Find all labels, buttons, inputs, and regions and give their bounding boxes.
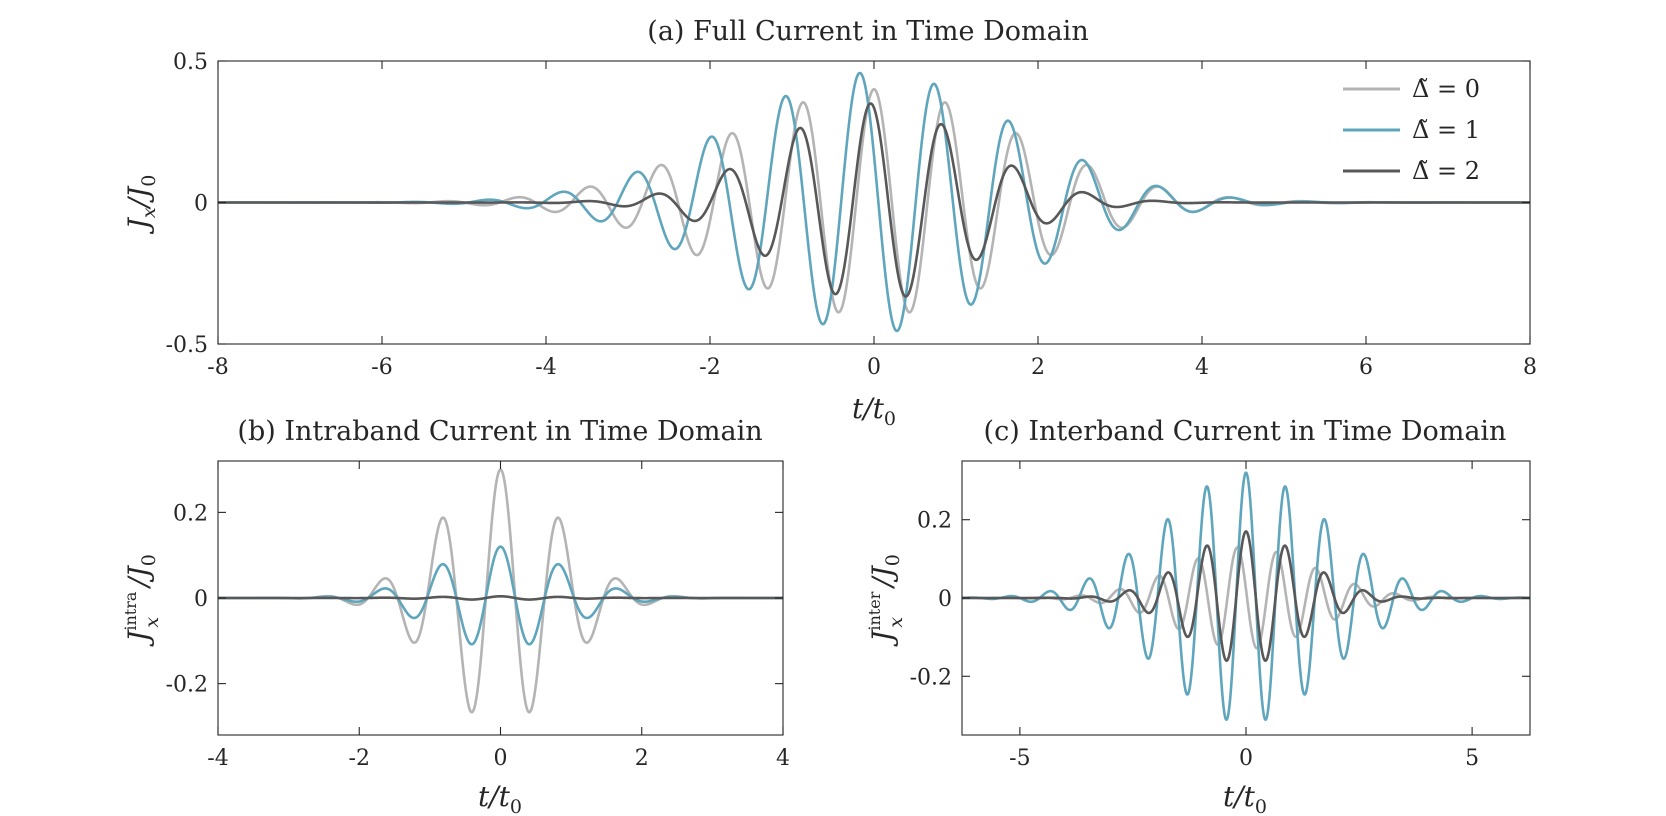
panel-a-full-current: (a) Full Current in Time Domain -8 -6 -4 -2… bbox=[122, 16, 1537, 430]
panel-c-x-tick-label: 5 bbox=[1465, 746, 1479, 771]
panel-b-x-tick-label: -2 bbox=[349, 746, 370, 771]
panel-c-x-ticks: -5 0 5 bbox=[1009, 461, 1479, 771]
panel-a-x-tick-label: 0 bbox=[867, 355, 881, 380]
panel-c-y-label: Jinterx/J0 bbox=[865, 554, 907, 647]
panel-a-y-tick-label: 0 bbox=[194, 192, 208, 217]
panel-a-x-tick-label: 8 bbox=[1523, 355, 1537, 380]
panel-b-series-delta-0 bbox=[216, 468, 785, 714]
legend-label-delta-1: Δ̃ = 1 bbox=[1412, 116, 1480, 144]
panel-a-y-label: Jx/J0 bbox=[122, 175, 160, 235]
panel-c-title: (c) Interband Current in Time Domain bbox=[984, 416, 1507, 447]
panel-b-x-tick-label: -4 bbox=[207, 746, 228, 771]
panel-a-series-delta-2 bbox=[217, 102, 1531, 298]
panel-b-y-label: Jintrax/J0 bbox=[121, 554, 163, 647]
panel-b-intraband-current: (b) Intraband Current in Time Domain -4-… bbox=[121, 416, 790, 816]
legend-label-delta-2: Δ̃ = 2 bbox=[1412, 157, 1480, 185]
panel-c-x-tick-label: 0 bbox=[1239, 746, 1253, 771]
panel-b-series-delta-2 bbox=[216, 594, 785, 601]
panel-a-x-tick-label: -2 bbox=[699, 355, 720, 380]
panel-b-title: (b) Intraband Current in Time Domain bbox=[237, 416, 762, 447]
panel-b-x-label: t/t0 bbox=[478, 780, 522, 816]
panel-a-curves bbox=[217, 71, 1531, 333]
panel-b-y-ticks: -0.2 0 0.2 bbox=[166, 501, 783, 698]
panel-b-curves bbox=[216, 468, 785, 714]
panel-c-series-delta-1 bbox=[960, 471, 1532, 721]
panel-b-y-tick-label: 0.2 bbox=[173, 501, 208, 526]
panel-c-y-tick-label: 0.2 bbox=[917, 509, 952, 534]
panel-c-y-ticks: -0.2 0 0.2 bbox=[910, 509, 1530, 690]
panel-c-series-delta-2 bbox=[960, 530, 1532, 662]
panel-b-y-tick-label: 0 bbox=[194, 587, 208, 612]
panel-b-x-tick-label: 0 bbox=[494, 746, 508, 771]
panel-a-x-tick-label: -4 bbox=[535, 355, 556, 380]
panel-b-y-tick-label: -0.2 bbox=[166, 673, 208, 698]
panel-a-x-ticks: -8 -6 -4 -2 0 2 4 6 8 bbox=[207, 61, 1537, 380]
legend-label-delta-0: Δ̃ = 0 bbox=[1412, 75, 1480, 103]
panel-a-x-tick-label: 2 bbox=[1031, 355, 1045, 380]
panel-c-curves bbox=[960, 471, 1532, 721]
panel-c-x-tick-label: -5 bbox=[1009, 746, 1030, 771]
panel-a-x-tick-label: -8 bbox=[207, 355, 228, 380]
panel-a-title: (a) Full Current in Time Domain bbox=[647, 16, 1088, 47]
legend: Δ̃ = 0 Δ̃ = 1 Δ̃ = 2 bbox=[1343, 75, 1480, 185]
panel-a-x-tick-label: -6 bbox=[371, 355, 392, 380]
panel-c-y-tick-label: -0.2 bbox=[910, 665, 952, 690]
panel-a-x-tick-label: 6 bbox=[1359, 355, 1373, 380]
panel-c-interband-current: (c) Interband Current in Time Domain -5 0… bbox=[865, 416, 1532, 816]
panel-a-y-ticks: -0.5 0 0.5 bbox=[166, 50, 1530, 358]
panel-a-x-label: t/t0 bbox=[852, 392, 896, 430]
panel-a-x-tick-label: 4 bbox=[1195, 355, 1209, 380]
panel-a-y-tick-label: -0.5 bbox=[166, 333, 208, 358]
panel-c-x-label: t/t0 bbox=[1223, 780, 1267, 816]
panel-b-x-tick-label: 2 bbox=[635, 746, 649, 771]
panel-c-y-tick-label: 0 bbox=[938, 587, 952, 612]
panel-a-y-tick-label: 0.5 bbox=[173, 50, 208, 75]
panel-b-x-ticks: -4 -2 0 2 4 bbox=[207, 461, 790, 771]
panel-b-x-tick-label: 4 bbox=[776, 746, 790, 771]
